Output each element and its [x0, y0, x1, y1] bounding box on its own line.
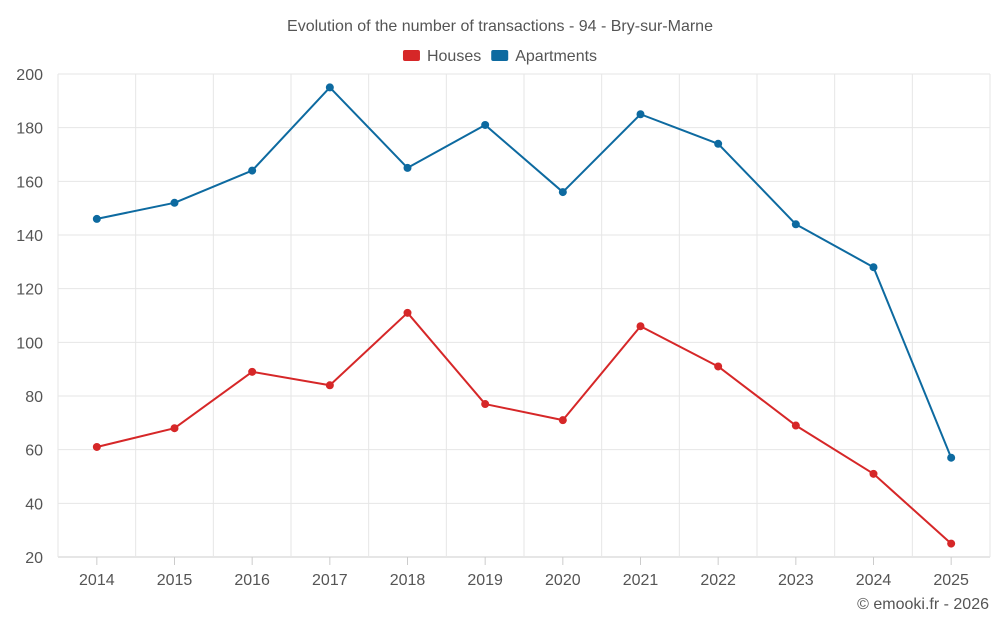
data-point-houses[interactable]	[325, 381, 334, 390]
data-point-apartments[interactable]	[791, 220, 800, 229]
legend-label-houses[interactable]: Houses	[427, 48, 481, 65]
x-axis: 2014 2015 2016 2017 2018 2019 2020 2021 2022 2023…	[79, 557, 969, 589]
x-tick-label: 2023	[778, 572, 814, 589]
y-tick-label: 40	[25, 496, 43, 513]
series-line-houses	[96, 311, 952, 545]
y-tick-label: 120	[16, 282, 43, 299]
data-point-apartments[interactable]	[714, 139, 723, 148]
x-tick-label: 2017	[312, 572, 348, 589]
x-tick-label: 2020	[545, 572, 581, 589]
legend: Houses Apartments	[402, 48, 597, 65]
data-point-houses[interactable]	[791, 421, 800, 430]
data-point-apartments[interactable]	[558, 188, 567, 197]
y-tick-label: 140	[16, 228, 43, 245]
x-tick-label: 2021	[623, 572, 659, 589]
x-tick-label: 2022	[700, 572, 736, 589]
data-point-apartments[interactable]	[92, 214, 101, 223]
data-point-apartments[interactable]	[947, 453, 956, 462]
data-point-apartments[interactable]	[481, 120, 490, 129]
legend-swatch-apartments[interactable]	[491, 50, 509, 61]
data-point-houses[interactable]	[558, 416, 567, 425]
data-point-houses[interactable]	[714, 362, 723, 371]
y-tick-label: 160	[16, 174, 43, 191]
legend-swatch-houses[interactable]	[402, 50, 420, 61]
data-point-houses[interactable]	[403, 308, 412, 317]
data-point-houses[interactable]	[248, 367, 257, 376]
x-tick-label: 2016	[234, 572, 270, 589]
x-tick-label: 2014	[79, 572, 115, 589]
x-tick-label: 2025	[933, 572, 969, 589]
data-point-houses[interactable]	[481, 400, 490, 409]
legend-label-apartments[interactable]: Apartments	[515, 48, 597, 65]
data-point-houses[interactable]	[869, 469, 878, 478]
x-tick-label: 2024	[856, 572, 892, 589]
data-point-houses[interactable]	[170, 424, 179, 433]
data-point-apartments[interactable]	[248, 166, 257, 175]
data-point-apartments[interactable]	[403, 163, 412, 172]
data-point-houses[interactable]	[947, 539, 956, 548]
data-point-apartments[interactable]	[170, 198, 179, 207]
data-point-apartments[interactable]	[325, 83, 334, 92]
y-tick-label: 200	[16, 67, 43, 84]
y-tick-label: 20	[25, 550, 43, 567]
data-point-houses[interactable]	[636, 322, 645, 331]
x-tick-label: 2018	[390, 572, 426, 589]
data-point-apartments[interactable]	[636, 110, 645, 119]
x-tick-label: 2019	[467, 572, 503, 589]
series-line-apartments	[96, 86, 953, 459]
grid	[57, 73, 991, 558]
chart-title: Evolution of the number of transactions …	[287, 18, 713, 35]
data-point-houses[interactable]	[92, 442, 101, 451]
x-tick-label: 2015	[157, 572, 193, 589]
y-tick-label: 60	[25, 443, 43, 460]
y-tick-label: 180	[16, 121, 43, 138]
data-point-apartments[interactable]	[869, 263, 878, 272]
series-group	[92, 83, 956, 548]
y-tick-label: 80	[25, 389, 43, 406]
y-axis: 20 40 60 80 100 120 140 160 180 200	[16, 67, 43, 567]
credit-text: © emooki.fr - 2026	[857, 596, 989, 613]
y-tick-label: 100	[16, 335, 43, 352]
